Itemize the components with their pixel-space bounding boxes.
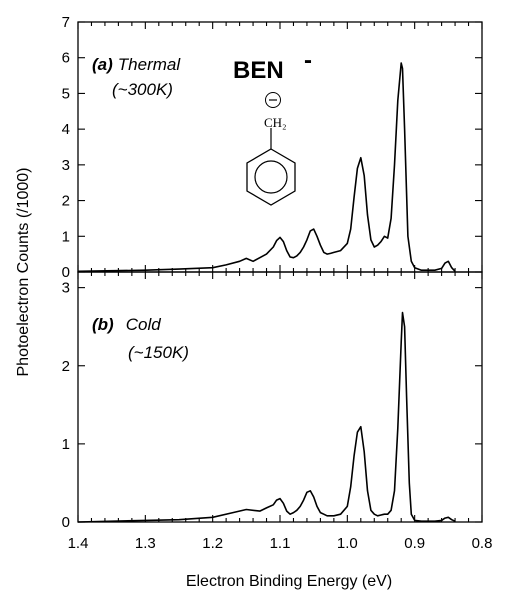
panel-b-label: (b) Cold bbox=[92, 315, 161, 334]
panel-b: 0 1 2 3 1.4 1.3 1.2 1.1 1.0 0.9 0.8 (b) Cold (~150… bbox=[62, 271, 493, 552]
y-tick-label-a-3: 3 bbox=[62, 157, 70, 174]
benzene-ring-icon bbox=[246, 148, 296, 206]
y-tick-label-a-2: 2 bbox=[62, 193, 70, 210]
x-tick-label-4: 1.0 bbox=[337, 535, 358, 552]
y-tick-label-b-3: 3 bbox=[62, 280, 70, 297]
x-tick-label-2: 1.2 bbox=[202, 535, 223, 552]
x-tick-labels: 1.4 1.3 1.2 1.1 1.0 0.9 0.8 bbox=[68, 535, 493, 552]
x-tick-label-1: 1.3 bbox=[135, 535, 156, 552]
panel-b-letter: (b) bbox=[92, 315, 114, 334]
y-tick-label-a-1: 1 bbox=[62, 228, 70, 245]
y-tick-label-a-0: 0 bbox=[62, 264, 70, 281]
x-tick-label-3: 1.1 bbox=[270, 535, 291, 552]
y-tick-label-a-7: 7 bbox=[62, 14, 70, 31]
panel-a-y-tick-labels: 0 1 2 3 4 5 6 7 bbox=[62, 14, 70, 281]
molecule-name: BEN bbox=[233, 57, 284, 84]
panel-a-temperature: (~300K) bbox=[112, 80, 173, 99]
panel-b-temperature: (~150K) bbox=[128, 343, 189, 362]
y-tick-label-b-0: 0 bbox=[62, 514, 70, 531]
x-axis-title: Electron Binding Energy (eV) bbox=[186, 573, 392, 590]
x-tick-label-0: 1.4 bbox=[68, 535, 89, 552]
y-tick-label-b-1: 1 bbox=[62, 436, 70, 453]
panel-a-spectrum-line bbox=[77, 62, 456, 273]
panel-b-condition: Cold bbox=[126, 315, 162, 334]
y-axis-title: Photoelectron Counts (/1000) bbox=[15, 167, 32, 376]
benzyl-anion-structure: CH₂ bbox=[246, 92, 296, 206]
x-tick-label-5: 0.9 bbox=[404, 535, 425, 552]
panel-b-ticks bbox=[77, 272, 483, 523]
y-tick-label-a-6: 6 bbox=[62, 50, 70, 67]
negative-charge-icon bbox=[265, 92, 281, 108]
panel-a-condition: Thermal bbox=[118, 55, 182, 74]
panel-a-letter: (a) bbox=[92, 55, 113, 74]
y-tick-label-a-5: 5 bbox=[62, 85, 70, 102]
aromatic-circle-icon bbox=[254, 160, 288, 194]
y-tick-label-b-2: 2 bbox=[62, 358, 70, 375]
panel-b-y-tick-labels: 0 1 2 3 bbox=[62, 280, 70, 531]
x-tick-label-6: 0.8 bbox=[472, 535, 493, 552]
molecule-charge: - bbox=[304, 47, 312, 74]
panel-b-spectrum-line bbox=[77, 311, 456, 523]
panel-a-label: (a) Thermal bbox=[92, 55, 181, 74]
panel-b-frame bbox=[77, 271, 483, 523]
y-tick-label-a-4: 4 bbox=[62, 121, 70, 138]
panel-a: 0 1 2 3 4 5 6 7 (a) Thermal (~300K) BEN - CH₂ bbox=[62, 14, 483, 281]
ch2-label: CH₂ bbox=[264, 115, 287, 130]
